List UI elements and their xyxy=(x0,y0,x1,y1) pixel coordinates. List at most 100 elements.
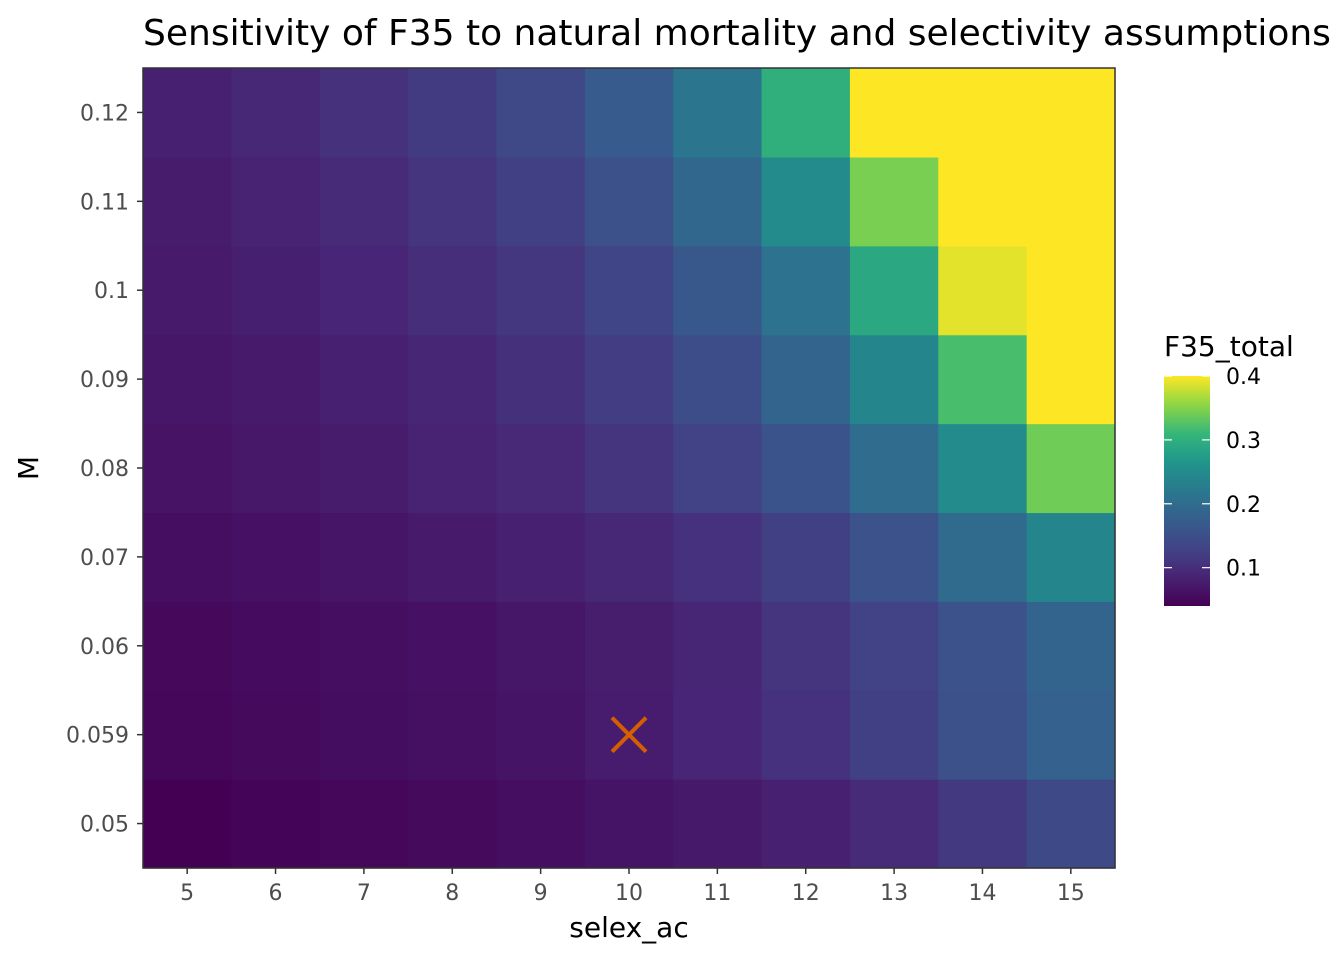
heatmap-cell xyxy=(408,512,498,602)
heatmap-cell xyxy=(496,423,586,514)
legend-tick-label: 0.2 xyxy=(1226,493,1261,518)
heatmap-cell xyxy=(1026,245,1116,336)
heatmap-cell xyxy=(408,690,498,780)
heatmap-cell xyxy=(319,334,409,425)
heatmap-cell xyxy=(673,512,763,602)
heatmap-cell xyxy=(761,334,851,425)
x-axis-title: selex_ac xyxy=(569,911,688,944)
heatmap-cell xyxy=(1026,156,1116,247)
heatmap-cell xyxy=(496,512,586,602)
heatmap-cell xyxy=(319,245,409,336)
heatmap-cell xyxy=(584,68,674,158)
legend: F35_total 0.1 0.2 0.3 0.4 xyxy=(1164,330,1294,606)
y-tick-label: 0.05 xyxy=(80,813,129,838)
heatmap-cell xyxy=(584,334,674,425)
heatmap-cell xyxy=(849,601,939,691)
heatmap-cell xyxy=(231,601,321,691)
x-tick-label: 13 xyxy=(880,881,908,906)
legend-tick-label: 0.3 xyxy=(1226,429,1261,454)
heatmap-cell xyxy=(673,334,763,425)
x-tick-label: 12 xyxy=(792,881,820,906)
legend-tick-label: 0.1 xyxy=(1226,557,1261,582)
heatmap-cell xyxy=(938,601,1028,691)
x-tick-label: 8 xyxy=(445,881,459,906)
y-tick-label: 0.07 xyxy=(80,546,129,571)
heatmap-cell xyxy=(938,334,1028,425)
heatmap-cell xyxy=(408,245,498,336)
heatmap-cell xyxy=(938,156,1028,247)
heatmap-cells xyxy=(143,68,1116,869)
heatmap-cell xyxy=(938,512,1028,602)
heatmap-cell xyxy=(1026,512,1116,602)
y-tick-label: 0.059 xyxy=(66,724,129,749)
heatmap-cell xyxy=(408,423,498,514)
x-tick-label: 10 xyxy=(615,881,643,906)
heatmap-cell xyxy=(761,245,851,336)
heatmap-cell xyxy=(231,690,321,780)
heatmap-cell xyxy=(849,68,939,158)
heatmap-cell xyxy=(761,779,851,869)
x-tick-label: 11 xyxy=(703,881,731,906)
heatmap-cell xyxy=(143,423,232,514)
y-tick-label: 0.1 xyxy=(94,279,129,304)
heatmap-cell xyxy=(584,156,674,247)
heatmap-cell xyxy=(143,601,232,691)
legend-title: F35_total xyxy=(1164,330,1294,363)
heatmap-cell xyxy=(584,601,674,691)
heatmap-cell xyxy=(319,512,409,602)
y-tick-label: 0.06 xyxy=(80,635,129,660)
heatmap-cell xyxy=(496,68,586,158)
legend-colorbar xyxy=(1164,376,1210,606)
heatmap-cell xyxy=(408,334,498,425)
heatmap-cell xyxy=(319,156,409,247)
heatmap-cell xyxy=(761,68,851,158)
heatmap-cell xyxy=(319,779,409,869)
heatmap-cell xyxy=(761,156,851,247)
heatmap-cell xyxy=(673,245,763,336)
x-axis: 5 6 7 8 9 10 11 12 13 14 15 xyxy=(180,868,1085,906)
y-tick-label: 0.11 xyxy=(80,190,129,215)
y-axis: 0.05 0.059 0.06 0.07 0.08 0.09 0.1 0.11 0.12 xyxy=(66,101,143,838)
heatmap-cell xyxy=(849,334,939,425)
heatmap-cell xyxy=(673,68,763,158)
x-tick-label: 14 xyxy=(968,881,996,906)
heatmap-cell xyxy=(1026,334,1116,425)
heatmap-cell xyxy=(761,423,851,514)
heatmap-cell xyxy=(1026,690,1116,780)
heatmap-cell xyxy=(673,601,763,691)
x-tick-label: 9 xyxy=(534,881,548,906)
highlight-marker xyxy=(610,716,648,754)
heatmap-cell xyxy=(143,156,232,247)
heatmap-cell xyxy=(143,512,232,602)
x-tick-label: 7 xyxy=(357,881,371,906)
heatmap-cell xyxy=(408,779,498,869)
heatmap-cell xyxy=(319,68,409,158)
y-tick-label: 0.12 xyxy=(80,101,129,126)
heatmap-cell xyxy=(231,156,321,247)
marker-layer xyxy=(610,716,648,754)
heatmap-cell xyxy=(496,690,586,780)
heatmap-cell xyxy=(761,690,851,780)
heatmap-cell xyxy=(143,334,232,425)
heatmap-cell xyxy=(143,690,232,780)
x-tick-label: 6 xyxy=(269,881,283,906)
heatmap-cell xyxy=(319,601,409,691)
heatmap-cell xyxy=(761,512,851,602)
heatmap-cell xyxy=(496,245,586,336)
heatmap-cell xyxy=(408,68,498,158)
x-tick-label: 5 xyxy=(180,881,194,906)
heatmap-cell xyxy=(1026,779,1116,869)
heatmap-cell xyxy=(938,68,1028,158)
heatmap-cell xyxy=(496,334,586,425)
heatmap-cell xyxy=(1026,68,1116,158)
heatmap-cell xyxy=(584,245,674,336)
heatmap-cell xyxy=(143,68,232,158)
heatmap-cell xyxy=(231,68,321,158)
heatmap-cell xyxy=(938,423,1028,514)
heatmap-cell xyxy=(584,423,674,514)
heatmap-cell xyxy=(849,423,939,514)
heatmap-cell xyxy=(938,245,1028,336)
heatmap-cell xyxy=(319,423,409,514)
heatmap-cell xyxy=(673,779,763,869)
heatmap-cell xyxy=(938,779,1028,869)
